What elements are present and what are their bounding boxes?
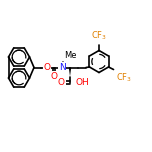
Text: O: O: [43, 63, 50, 72]
Text: N: N: [59, 63, 65, 72]
Text: CF$_3$: CF$_3$: [116, 71, 132, 83]
Text: O: O: [43, 63, 50, 72]
Polygon shape: [69, 67, 71, 76]
Text: O: O: [50, 72, 57, 81]
Text: Me: Me: [64, 50, 76, 59]
Text: OH: OH: [75, 78, 89, 87]
Text: O: O: [58, 78, 65, 87]
Text: CF$_3$: CF$_3$: [91, 29, 107, 42]
Text: N: N: [59, 63, 65, 72]
